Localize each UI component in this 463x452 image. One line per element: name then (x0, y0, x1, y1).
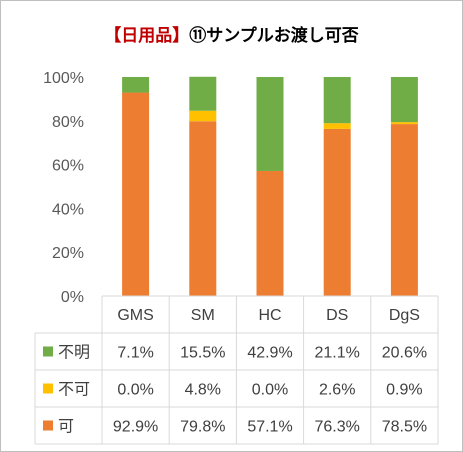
data-table-value: 15.5% (180, 345, 225, 362)
data-table-value: 4.8% (185, 382, 221, 399)
bar-segment (189, 121, 217, 296)
legend-label: 不明 (58, 345, 90, 362)
data-table-value: 7.1% (117, 345, 153, 362)
legend-swatch (43, 346, 53, 357)
data-table-value: 76.3% (315, 419, 360, 436)
y-tick-label: 20% (52, 245, 84, 262)
bar-segment (390, 77, 418, 123)
data-table-value: 78.5% (382, 419, 427, 436)
legend-label: 不可 (58, 382, 90, 399)
bar-segment (122, 77, 150, 93)
y-tick-label: 40% (52, 201, 84, 218)
x-category-label: DgS (389, 307, 420, 324)
legend-swatch (43, 420, 53, 431)
chart-title-main: ⑪サンプルお渡し可否 (189, 26, 359, 46)
data-table-value: 20.6% (382, 345, 427, 362)
x-category-label: HC (258, 307, 281, 324)
chart-title-prefix: 【日用品】 (104, 26, 190, 46)
data-table-value: 0.9% (386, 382, 422, 399)
x-category-label: DS (326, 307, 348, 324)
bar-segment (189, 110, 217, 122)
bar-segment (323, 128, 351, 296)
bar-segment (256, 170, 284, 296)
data-table-value: 57.1% (247, 419, 292, 436)
data-table-value: 42.9% (247, 345, 292, 362)
bar-segment (122, 92, 150, 296)
y-tick-label: 0% (61, 289, 84, 306)
data-table-value: 0.0% (117, 382, 153, 399)
y-tick-label: 60% (52, 158, 84, 175)
data-table-value: 0.0% (252, 382, 288, 399)
bar-segment (323, 123, 351, 129)
y-tick-label: 80% (52, 114, 84, 131)
chart-title: 【日用品】⑪サンプルお渡し可否 (0, 21, 463, 46)
legend-label: 可 (58, 419, 74, 436)
data-table-value: 21.1% (315, 345, 360, 362)
x-category-label: SM (191, 307, 215, 324)
bar-segment (390, 124, 418, 297)
data-table-value: 79.8% (180, 419, 225, 436)
bar-segment (390, 122, 418, 125)
bar-segment (323, 77, 351, 124)
x-category-label: GMS (117, 307, 153, 324)
bar-segment (189, 76, 217, 111)
data-table-value: 2.6% (319, 382, 355, 399)
legend-swatch (43, 383, 53, 394)
data-table-value: 92.9% (113, 419, 158, 436)
y-tick-label: 100% (43, 70, 84, 87)
bar-segment (256, 77, 284, 171)
